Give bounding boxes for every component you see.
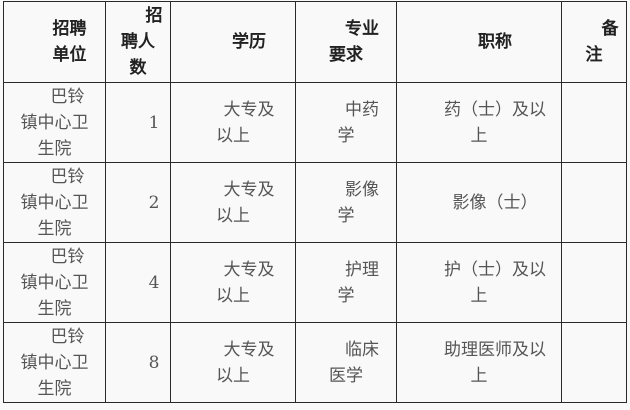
cell-text-line: 上 [470, 365, 488, 386]
header-text-line: 招 [145, 6, 163, 26]
table-row: 巴铃 镇中心卫 生院 8 大专及 以上 临床 医学 助理医师及以上 [3, 322, 627, 403]
education-cell: 大专及以上 [170, 162, 296, 243]
cell-text-line: 镇中心卫 [20, 192, 89, 213]
unit-cell: 巴铃镇中心卫生院 [3, 162, 106, 243]
cell-text-line: 中药 [345, 99, 379, 120]
cell-text-line: 上 [470, 125, 488, 146]
cell-text-line: 巴铃 [50, 166, 85, 187]
cell-text-line: 助理医师及以 [444, 339, 546, 360]
table-row: 巴铃 镇中心卫 生院 2 大专及 以上 影像学影像（士） [3, 162, 627, 243]
cell-text-line: 巴铃 [50, 86, 85, 107]
cell-text-line: 上 [470, 285, 488, 306]
remark-cell [561, 82, 627, 163]
remark-cell [561, 242, 627, 323]
header-text-line: 数 [129, 58, 147, 78]
unit-cell: 巴铃镇中心卫生院 [3, 82, 106, 163]
major-cell: 影像学 [295, 162, 397, 243]
cell-text-line: 1 [148, 112, 160, 133]
cell-text-line: 学 [337, 125, 355, 146]
header-text-line: 单位 [52, 45, 87, 65]
header-text-line: 专业 [345, 19, 379, 39]
count-cell: 1 [105, 82, 171, 163]
header-headcount: 招聘人数 [105, 1, 171, 83]
cell-text-line: 临床 [345, 339, 379, 360]
cell-text-line: 镇中心卫 [20, 272, 89, 293]
cell-text-line: 以上 [216, 365, 250, 386]
cell-text-line: 大专及 [223, 339, 275, 360]
header-text-line: 招聘 [52, 19, 87, 39]
cell-text-line: 生院 [37, 138, 72, 159]
cell-text-line: 以上 [216, 285, 250, 306]
title-cell: 影像（士） [396, 162, 562, 243]
cell-text-line: 巴铃 [50, 326, 85, 347]
header-education: 学历 [170, 1, 296, 83]
cell-text-line: 大专及 [223, 259, 275, 280]
cell-text-line: 巴铃 [50, 246, 85, 267]
cell-text-line: 学 [337, 205, 355, 226]
cell-text-line: 镇中心卫 [20, 112, 89, 133]
cell-text-line: 生院 [37, 378, 72, 399]
cell-text-line: 护（士）及以 [444, 259, 546, 280]
cell-text-line: 生院 [37, 218, 72, 239]
header-text-line: 学历 [232, 32, 266, 52]
table-row: 巴铃 镇中心卫 生院 1 大专及 以上 中药学药（士）及以上 [3, 82, 627, 163]
remark-cell [561, 322, 627, 403]
remark-cell [561, 162, 627, 243]
cell-text-line: 医学 [329, 365, 363, 386]
cell-text-line: 以上 [216, 125, 250, 146]
cell-text-line: 影像（士） [452, 192, 538, 213]
cell-text-line: 以上 [216, 205, 250, 226]
header-recruiting-unit: 招聘 单位 [3, 1, 106, 83]
major-cell: 护理学 [295, 242, 397, 323]
header-text-line: 聘人 [121, 32, 155, 52]
cell-text-line: 护理 [345, 259, 379, 280]
cell-text-line: 8 [148, 352, 160, 373]
header-text-line: 注 [585, 45, 603, 65]
cell-text-line: 大专及 [223, 179, 275, 200]
count-cell: 4 [105, 242, 171, 323]
cell-text-line: 药（士）及以 [444, 99, 546, 120]
cell-text-line: 4 [148, 272, 160, 293]
header-professional-title: 职称 [396, 1, 562, 83]
count-cell: 8 [105, 322, 171, 403]
unit-cell: 巴铃镇中心卫生院 [3, 322, 106, 403]
cell-text-line: 2 [148, 192, 160, 213]
header-text-line: 备 [601, 19, 619, 39]
title-cell: 药（士）及以上 [396, 82, 562, 163]
major-cell: 临床医学 [295, 322, 397, 403]
header-text-line: 要求 [329, 45, 363, 65]
cell-text-line: 学 [337, 285, 355, 306]
education-cell: 大专及以上 [170, 82, 296, 163]
title-cell: 助理医师及以上 [396, 322, 562, 403]
header-remarks: 备注 [561, 1, 627, 83]
header-text-line: 职称 [478, 32, 512, 52]
title-cell: 护（士）及以上 [396, 242, 562, 323]
cell-text-line: 影像 [345, 179, 379, 200]
table-row: 巴铃 镇中心卫 生院 4 大专及 以上 护理学护（士）及以上 [3, 242, 627, 323]
cell-text-line: 生院 [37, 298, 72, 319]
major-cell: 中药学 [295, 82, 397, 163]
education-cell: 大专及以上 [170, 322, 296, 403]
cell-text-line: 镇中心卫 [20, 352, 89, 373]
recruitment-table: 招聘 单位招聘人数学历 专业 要求 职称备注 巴铃 镇中心卫 生院 1 大专及 以上 中药学药（士）… [3, 1, 627, 403]
count-cell: 2 [105, 162, 171, 243]
header-row: 招聘 单位招聘人数学历 专业 要求 职称备注 [3, 1, 627, 83]
unit-cell: 巴铃镇中心卫生院 [3, 242, 106, 323]
header-major-requirement: 专业要求 [295, 1, 397, 83]
cell-text-line: 大专及 [223, 99, 275, 120]
education-cell: 大专及以上 [170, 242, 296, 323]
